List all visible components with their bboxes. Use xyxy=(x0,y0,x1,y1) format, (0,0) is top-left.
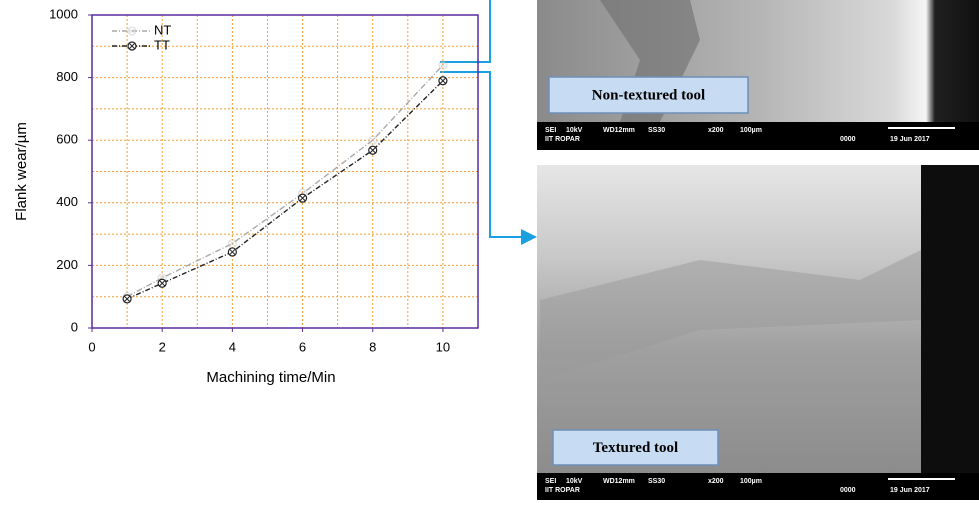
info-text: 0000 xyxy=(840,136,856,143)
series-line xyxy=(127,65,443,297)
data-point xyxy=(228,239,236,247)
info-text: x200 xyxy=(708,478,724,485)
info-text: 100µm xyxy=(740,478,762,485)
data-point xyxy=(369,136,377,144)
image-label: Non-textured tool xyxy=(592,87,705,103)
legend-label: NT xyxy=(154,22,171,37)
info-text: 100µm xyxy=(740,127,762,134)
connector xyxy=(440,0,533,237)
info-text: WD12mm xyxy=(603,127,635,134)
series-line xyxy=(127,81,443,299)
info-text: 0000 xyxy=(840,487,856,494)
data-point xyxy=(439,61,447,69)
data-point xyxy=(439,77,447,85)
info-text: IIT ROPAR xyxy=(545,136,580,143)
data-point xyxy=(369,146,377,154)
legend-label: TT xyxy=(154,37,170,52)
figure: 0 2 4 6 8 10 0 200 400 600 800 1000 Machining time/M… xyxy=(0,0,979,500)
info-text: IIT ROPAR xyxy=(545,487,580,494)
data-point xyxy=(123,295,131,303)
y-axis-label: Flank wear/µm xyxy=(13,122,30,221)
x-axis-label: Machining time/Min xyxy=(206,369,335,386)
y-tick-label: 800 xyxy=(56,69,78,84)
x-tick-label: 6 xyxy=(299,339,306,354)
x-tick-label: 2 xyxy=(159,339,166,354)
y-tick-label: 600 xyxy=(56,132,78,147)
x-tick-label: 8 xyxy=(369,339,376,354)
data-point xyxy=(158,279,166,287)
info-text: WD12mm xyxy=(603,478,635,485)
legend-marker xyxy=(128,42,136,50)
info-text: 10kV xyxy=(566,478,583,485)
y-tick-label: 200 xyxy=(56,257,78,272)
info-text: SS30 xyxy=(648,127,665,134)
data-point xyxy=(228,248,236,256)
x-tick-label: 4 xyxy=(229,339,236,354)
data-point xyxy=(299,194,307,202)
chart: 0 2 4 6 8 10 0 200 400 600 800 1000 Machining time/M… xyxy=(0,0,979,500)
x-tick-label: 10 xyxy=(436,339,450,354)
info-text: SEI xyxy=(545,478,556,485)
y-tick-label: 0 xyxy=(71,319,78,334)
info-text: 19 Jun 2017 xyxy=(890,136,930,143)
x-tick-label: 0 xyxy=(88,339,95,354)
legend-marker xyxy=(128,27,136,35)
y-tick-label: 1000 xyxy=(49,6,78,21)
info-text: 10kV xyxy=(566,127,583,134)
info-text: SEI xyxy=(545,127,556,134)
info-text: x200 xyxy=(708,127,724,134)
image-label: Textured tool xyxy=(593,440,678,456)
y-tick-label: 400 xyxy=(56,194,78,209)
info-text: 19 Jun 2017 xyxy=(890,487,930,494)
info-text: SS30 xyxy=(648,478,665,485)
